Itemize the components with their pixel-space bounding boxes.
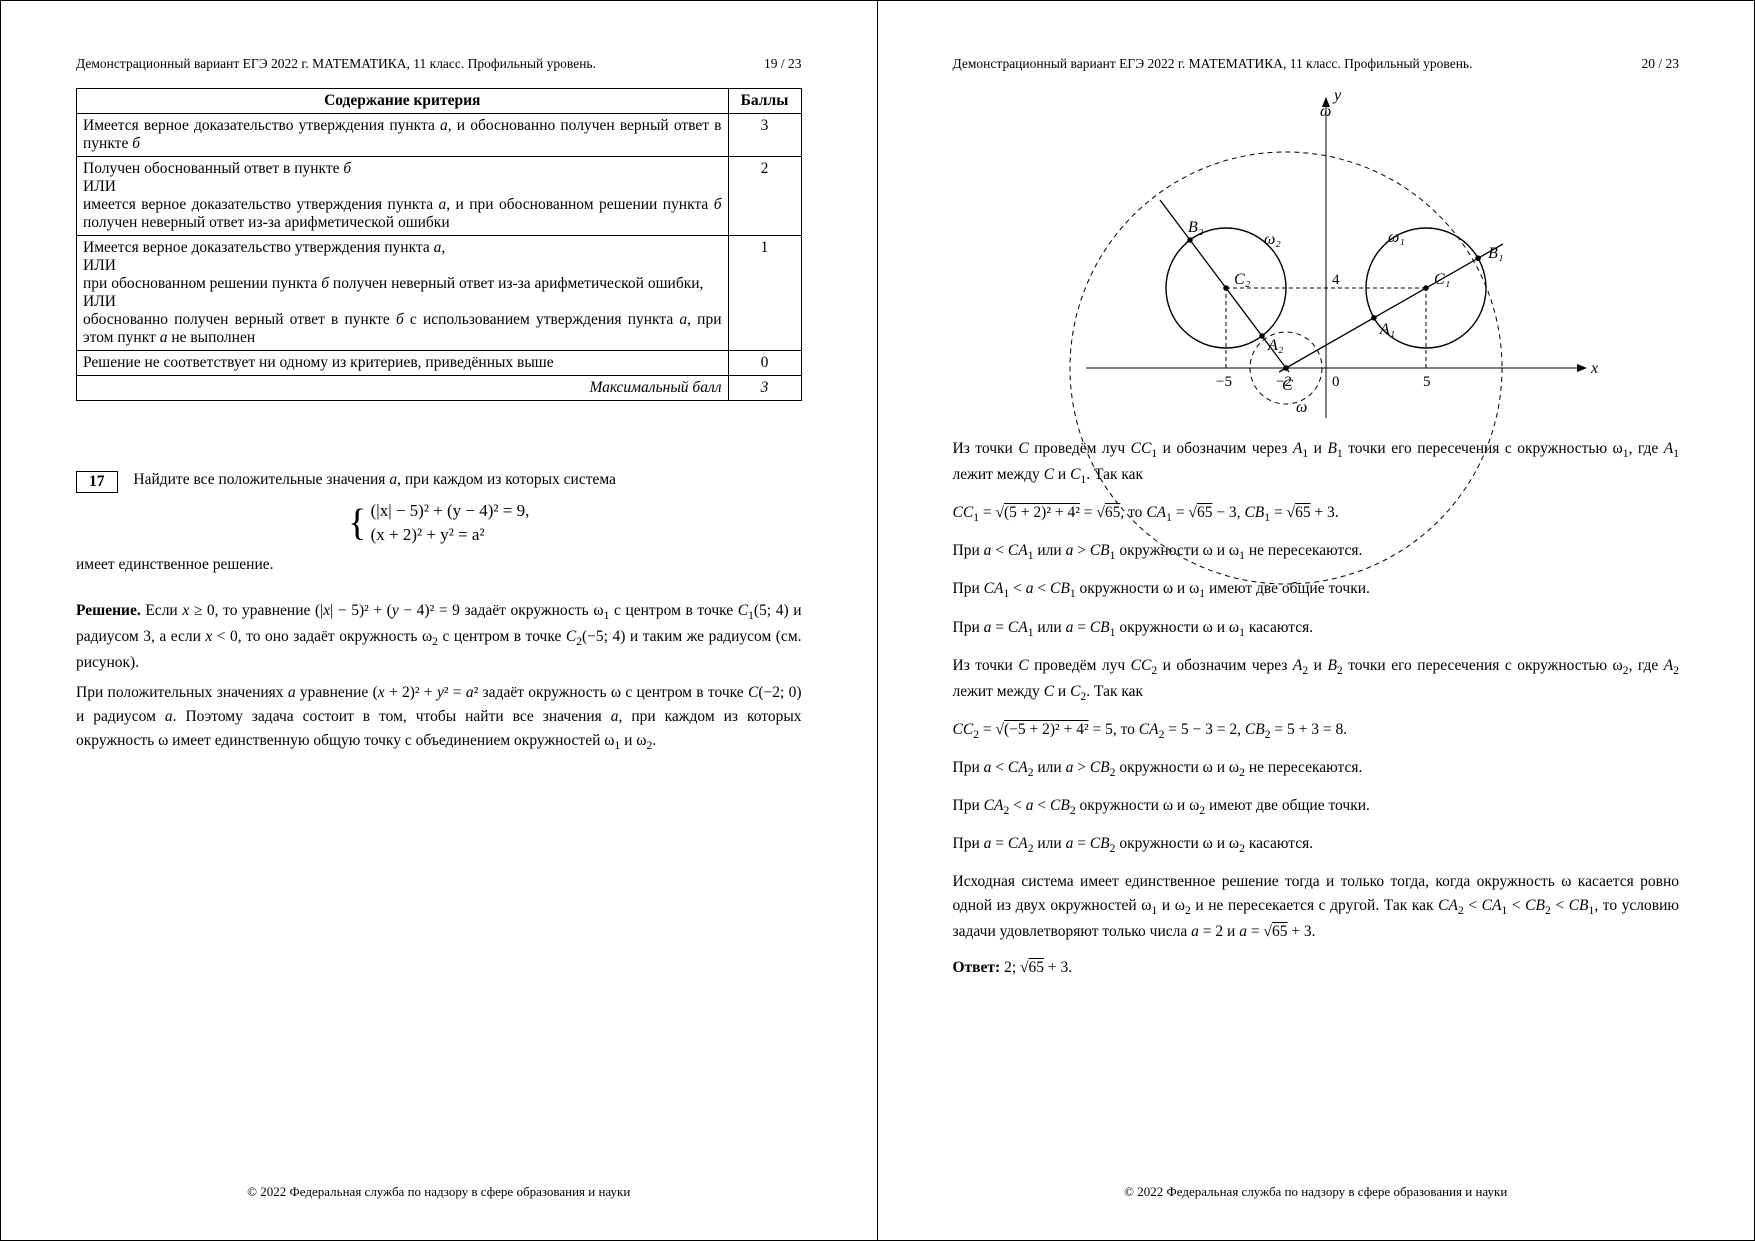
figure-wrap: xy−5−2054C₁C₂CA₁B₁A₂B₂ωωω₁ω₂ [953, 88, 1680, 423]
solution-head: Решение. [76, 602, 141, 619]
problem-17: 17 Найдите все положительные значения a,… [76, 471, 802, 761]
rp4: При a = CA1 или a = CB1 окружности ω и ω… [953, 616, 1680, 642]
svg-text:C: C [1282, 377, 1293, 394]
problem-number: 17 [76, 471, 118, 493]
table-row: Получен обоснованный ответ в пункте бИЛИ… [77, 157, 802, 236]
score-cell: 3 [728, 376, 801, 401]
svg-text:B₁: B₁ [1488, 245, 1503, 262]
svg-text:ω: ω [1320, 103, 1331, 120]
criteria-table: Содержание критерия Баллы Имеется верное… [76, 88, 802, 401]
criterion-cell: Максимальный балл [77, 376, 729, 401]
rp8: При a = CA2 или a = CB2 окружности ω и ω… [953, 832, 1680, 858]
rp1: Из точки C проведём луч CC1 и обозначим … [953, 437, 1680, 489]
statement-tail: имеет единственное решение. [76, 553, 802, 577]
svg-text:5: 5 [1423, 374, 1431, 390]
document-spread: Демонстрационный вариант ЕГЭ 2022 г. МАТ… [0, 0, 1755, 1241]
header-page-left: 19 / 23 [764, 56, 802, 72]
footer-left: © 2022 Федеральная служба по надзору в с… [1, 1184, 877, 1200]
header-right: Демонстрационный вариант ЕГЭ 2022 г. МАТ… [953, 56, 1680, 72]
rp9: Исходная система имеет единственное реше… [953, 870, 1680, 944]
solution-p2: При положительных значениях a уравнение … [76, 681, 802, 755]
svg-text:−5: −5 [1216, 374, 1232, 390]
equation-system: { (|x| − 5)² + (y − 4)² = 9, (x + 2)² + … [76, 499, 802, 547]
criterion-cell: Получен обоснованный ответ в пункте бИЛИ… [77, 157, 729, 236]
table-row: Максимальный балл3 [77, 376, 802, 401]
col-criterion-header: Содержание критерия [77, 89, 729, 114]
answer-head: Ответ: [953, 959, 1001, 976]
header-text: Демонстрационный вариант ЕГЭ 2022 г. МАТ… [953, 56, 1642, 72]
rp7: При CA2 < a < CB2 окружности ω и ω2 имею… [953, 794, 1680, 820]
header-page-right: 20 / 23 [1641, 56, 1679, 72]
table-row: Решение не соответствует ни одному из кр… [77, 351, 802, 376]
rp3: При CA1 < a < CB1 окружности ω и ω1 имею… [953, 577, 1680, 603]
score-cell: 1 [728, 236, 801, 351]
score-cell: 2 [728, 157, 801, 236]
svg-text:C₁: C₁ [1434, 271, 1450, 288]
page-20: Демонстрационный вариант ЕГЭ 2022 г. МАТ… [878, 1, 1755, 1240]
rp6: При a < CA2 или a > CB2 окружности ω и ω… [953, 756, 1680, 782]
criterion-cell: Имеется верное доказательство утверждени… [77, 114, 729, 157]
svg-text:B₂: B₂ [1188, 219, 1204, 236]
problem-statement: Найдите все положительные значения a, пр… [133, 471, 799, 489]
header-text: Демонстрационный вариант ЕГЭ 2022 г. МАТ… [76, 56, 764, 72]
system-eq2: (x + 2)² + y² = a² [371, 525, 485, 544]
svg-text:ω₂: ω₂ [1264, 231, 1281, 248]
svg-text:0: 0 [1332, 374, 1340, 390]
svg-text:4: 4 [1332, 272, 1340, 288]
svg-text:ω₁: ω₁ [1388, 229, 1405, 246]
svg-text:C₂: C₂ [1234, 271, 1251, 288]
req2: CC2 = √(−5 + 2)² + 4² = 5, то CA2 = 5 − … [953, 718, 1680, 744]
svg-text:x: x [1590, 360, 1598, 377]
svg-text:A₂: A₂ [1267, 337, 1284, 354]
criterion-cell: Имеется верное доказательство утверждени… [77, 236, 729, 351]
answer: Ответ: 2; √65 + 3. [953, 956, 1680, 980]
header-left: Демонстрационный вариант ЕГЭ 2022 г. МАТ… [76, 56, 802, 72]
score-cell: 3 [728, 114, 801, 157]
table-row: Имеется верное доказательство утверждени… [77, 114, 802, 157]
footer-right: © 2022 Федеральная служба по надзору в с… [878, 1184, 1755, 1200]
table-row: Имеется верное доказательство утверждени… [77, 236, 802, 351]
solution-p1: Решение. Если x ≥ 0, то уравнение (|x| −… [76, 599, 802, 675]
criterion-cell: Решение не соответствует ни одному из кр… [77, 351, 729, 376]
rp5: Из точки C проведём луч CC2 и обозначим … [953, 654, 1680, 706]
svg-text:ω: ω [1296, 399, 1307, 416]
req1: CC1 = √(5 + 2)² + 4² = √65, то CA1 = √65… [953, 501, 1680, 527]
col-score-header: Баллы [728, 89, 801, 114]
system-eq1: (|x| − 5)² + (y − 4)² = 9, [371, 501, 530, 520]
page-19: Демонстрационный вариант ЕГЭ 2022 г. МАТ… [1, 1, 878, 1240]
svg-text:y: y [1332, 87, 1342, 104]
rp2: При a < CA1 или a > CB1 окружности ω и ω… [953, 539, 1680, 565]
score-cell: 0 [728, 351, 801, 376]
criteria-tbody: Имеется верное доказательство утверждени… [77, 114, 802, 401]
svg-text:A₁: A₁ [1379, 321, 1395, 338]
figure-svg: xy−5−2054C₁C₂CA₁B₁A₂B₂ωωω₁ω₂ [1046, 88, 1586, 418]
